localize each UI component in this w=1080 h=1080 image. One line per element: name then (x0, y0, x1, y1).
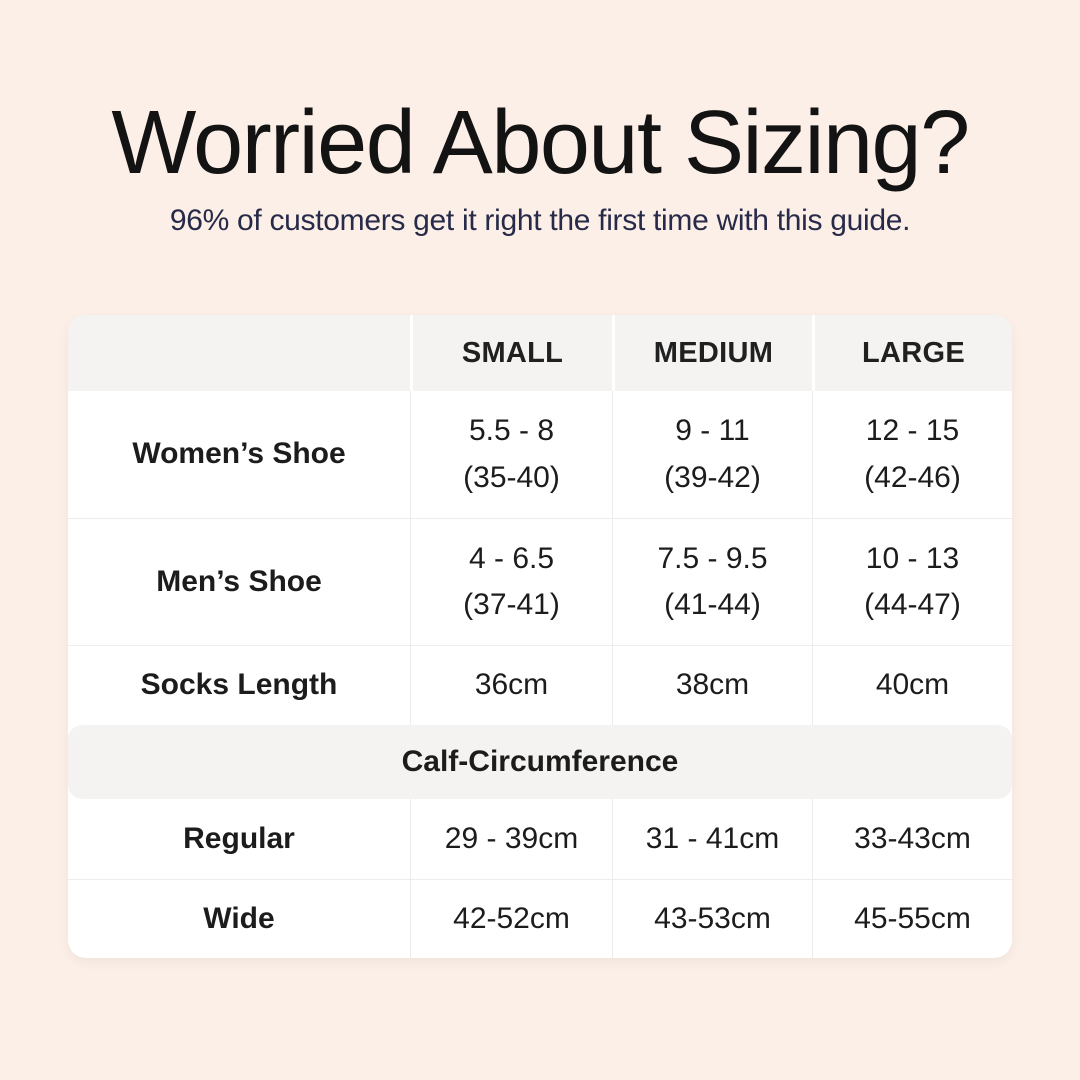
section-header-calf-circumference: Calf-Circumference (68, 725, 1012, 799)
cell-regular-small: 29 - 39cm (410, 799, 612, 879)
cell-mens-small: 4 - 6.5 (37-41) (410, 518, 612, 645)
cell-socks-large: 40cm (812, 645, 1012, 725)
row-label-wide: Wide (68, 879, 410, 958)
page-title: Worried About Sizing? (111, 93, 970, 193)
cell-socks-medium: 38cm (612, 645, 812, 725)
row-label-mens-shoe: Men’s Shoe (68, 518, 410, 645)
cell-mens-large: 10 - 13 (44-47) (812, 518, 1012, 645)
cell-regular-medium: 31 - 41cm (612, 799, 812, 879)
cell-womens-medium: 9 - 11 (39-42) (612, 391, 812, 518)
size-chart-table: SMALL MEDIUM LARGE Women’s Shoe 5.5 - 8 … (68, 315, 1012, 958)
page-subtitle: 96% of customers get it right the first … (169, 204, 911, 237)
size-chart-card: SMALL MEDIUM LARGE Women’s Shoe 5.5 - 8 … (68, 315, 1012, 958)
cell-wide-medium: 43-53cm (612, 879, 812, 958)
cell-mens-medium: 7.5 - 9.5 (41-44) (612, 518, 812, 645)
cell-wide-large: 45-55cm (812, 879, 1012, 958)
cell-womens-large: 12 - 15 (42-46) (812, 391, 1012, 518)
cell-wide-small: 42-52cm (410, 879, 612, 958)
row-label-regular: Regular (183, 821, 295, 855)
row-label-socks-length: Socks Length (68, 645, 410, 725)
header-cell-medium: MEDIUM (612, 315, 812, 391)
cell-socks-small: 36cm (410, 645, 612, 725)
cell-womens-small: 5.5 - 8 (35-40) (410, 391, 612, 518)
cell-regular-large: 33-43cm (812, 799, 1012, 879)
header-cell-large: LARGE (812, 315, 1012, 391)
header-cell-small: SMALL (410, 315, 612, 391)
row-label-womens-shoe: Women’s Shoe (132, 437, 346, 471)
header-cell-corner (68, 315, 410, 391)
